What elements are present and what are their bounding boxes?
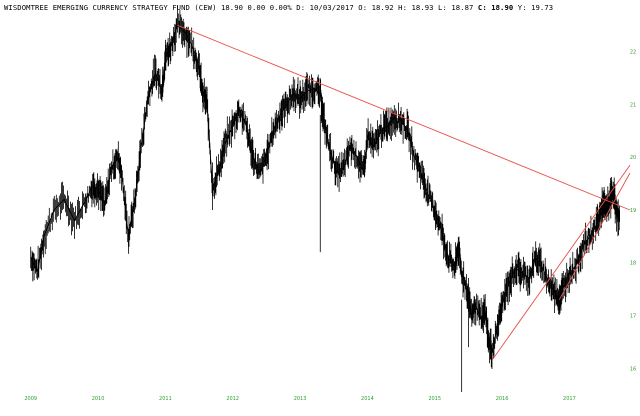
- x-tick-label: 2016: [496, 396, 509, 402]
- x-tick-label: 2012: [226, 396, 239, 402]
- high-value: 18.93: [411, 3, 434, 12]
- x-axis-ticks: 2009 2010 2011 2012 2013 2014 2015 2016 2017: [24, 396, 575, 402]
- low-value: 18.87: [451, 3, 474, 12]
- y-tick-label: 16: [630, 366, 636, 372]
- trendline: [491, 164, 631, 361]
- x-tick-label: 2015: [428, 396, 441, 402]
- price-line: [30, 24, 620, 355]
- y-tick-label: 20: [630, 155, 636, 161]
- fund-name: WISDOMTREE EMERGING CURRENCY STRATEGY FU…: [4, 3, 217, 12]
- x-tick-label: 2013: [294, 396, 307, 402]
- close-value: 18.90: [491, 3, 514, 12]
- open-label: O:: [358, 3, 368, 12]
- x-tick-label: 2009: [24, 396, 37, 402]
- y-tick-label: 22: [630, 50, 636, 56]
- high-label: H:: [398, 3, 408, 12]
- y-axis-ticks: 16 17 18 19 20 21 22: [630, 50, 636, 373]
- y-tick-label: 18: [630, 261, 636, 267]
- y-tick-label: 19: [630, 208, 636, 214]
- x-tick-label: 2010: [92, 396, 105, 402]
- open-value: 18.92: [371, 3, 394, 12]
- trendline: [177, 24, 631, 211]
- low-label: L:: [438, 3, 447, 12]
- price-change-percent: 0.00%: [269, 3, 292, 12]
- x-tick-label: 2017: [563, 396, 576, 402]
- trendlines: [177, 24, 631, 361]
- price-series: [30, 5, 620, 392]
- date-label: D:: [296, 3, 306, 12]
- y-value: 19.73: [531, 3, 554, 12]
- quote-header: WISDOMTREE EMERGING CURRENCY STRATEGY FU…: [4, 3, 553, 12]
- y-tick-label: 21: [630, 102, 636, 108]
- y-label: Y:: [517, 3, 527, 12]
- last-price: 18.90: [220, 3, 244, 12]
- quote-date: 10/03/2017: [309, 3, 354, 12]
- x-tick-label: 2014: [361, 396, 374, 402]
- y-tick-label: 17: [630, 313, 636, 319]
- trendline: [558, 172, 631, 300]
- close-label: C:: [477, 3, 487, 12]
- price-change: 0.00: [247, 3, 266, 12]
- x-tick-label: 2011: [159, 396, 172, 402]
